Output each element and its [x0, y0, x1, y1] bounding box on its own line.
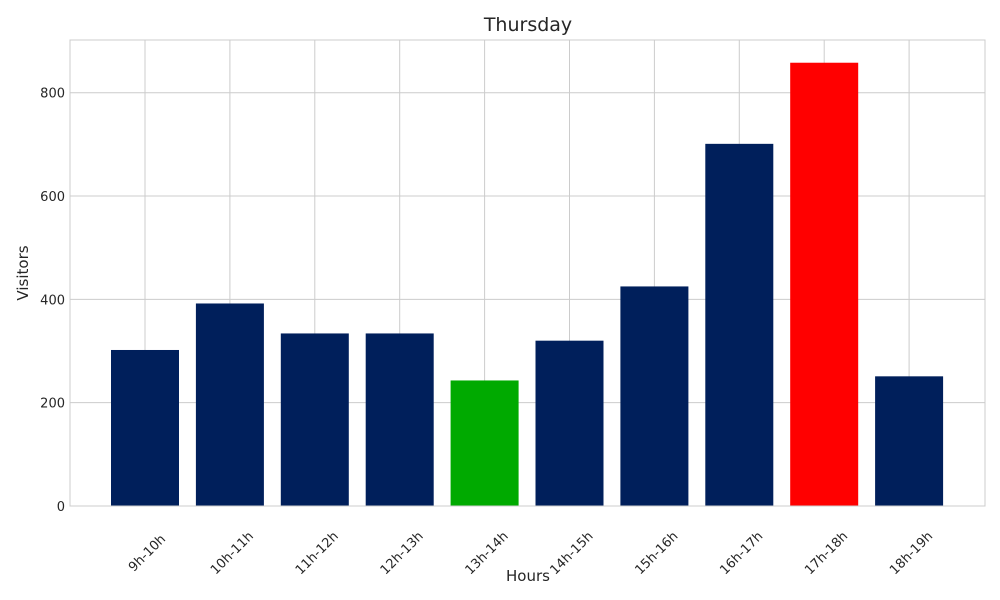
bar-14h-15h — [535, 340, 604, 506]
bar-9h-10h — [111, 349, 179, 506]
chart-title: Thursday — [483, 14, 572, 36]
y-tick-label: 0 — [57, 500, 65, 515]
bar-13h-14h — [450, 380, 519, 506]
y-tick-label: 200 — [40, 397, 65, 412]
bar-17h-18h — [790, 62, 859, 506]
y-tick-label: 600 — [40, 190, 65, 205]
x-axis-label: Hours — [506, 567, 550, 585]
y-tick-label: 800 — [40, 87, 65, 102]
bar-18h-19h — [875, 376, 944, 506]
bar-11h-12h — [280, 333, 349, 506]
y-axis-label: Visitors — [14, 245, 32, 300]
bar-12h-13h — [365, 333, 434, 506]
y-tick-label: 400 — [40, 293, 65, 308]
bar-16h-17h — [705, 143, 774, 506]
plot-frame — [69, 39, 986, 507]
bar-15h-16h — [620, 286, 689, 506]
y-tick-labels: 0 200 400 600 800 — [40, 87, 65, 515]
bar-10h-11h — [195, 303, 264, 506]
bars — [111, 62, 944, 506]
